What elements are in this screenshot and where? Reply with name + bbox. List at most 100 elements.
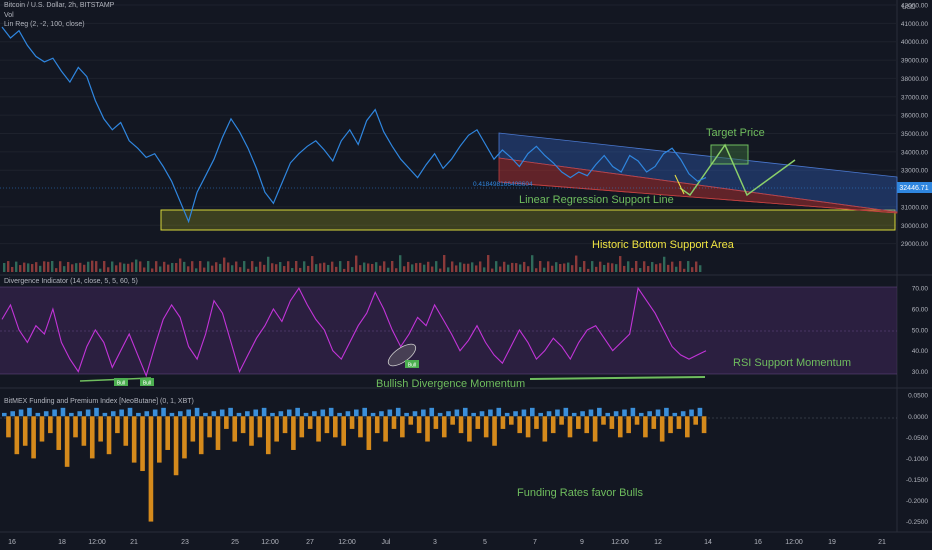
funding-negative-bar [517, 416, 522, 434]
volume-bar [551, 265, 554, 272]
time-tick-label: 12 [654, 539, 662, 546]
funding-negative-bar [131, 416, 137, 463]
funding-positive-bar [546, 411, 552, 417]
funding-positive-bar [278, 411, 284, 417]
price-line[interactable] [1, 26, 707, 224]
linreg-legend[interactable]: Lin Reg (2, -2, 100, close) [4, 21, 85, 28]
funding-negative-bar [123, 416, 129, 446]
funding-positive-bar [270, 412, 275, 417]
volume-bar [127, 263, 130, 272]
volume-bar [431, 266, 434, 272]
price-tick-label: 34000.00 [901, 149, 928, 156]
funding-positive-bar [571, 412, 577, 417]
funding-negative-bar [207, 416, 212, 438]
funding-positive-bar [320, 409, 326, 417]
funding-negative-bar [240, 416, 246, 434]
volume-bar [75, 263, 78, 272]
volume-bar [211, 265, 214, 272]
funding-positive-bar [354, 409, 359, 417]
rsi-line[interactable] [1, 286, 707, 378]
volume-bar [659, 263, 662, 272]
funding-negative-bar [592, 416, 598, 442]
funding-negative-bar [324, 416, 330, 434]
time-axis[interactable]: 16 18 12:00 21 23 25 12:00 27 12:00 Jul 3 5 7 9 12:00 1… [8, 539, 886, 546]
volume-bar [523, 261, 526, 272]
time-tick-label: 5 [483, 539, 487, 546]
volume-bar [183, 261, 186, 272]
volume-bar [339, 261, 342, 272]
time-tick-label: 12:00 [338, 539, 356, 546]
funding-positive-bar [462, 407, 468, 417]
volume-bar [443, 255, 446, 272]
regression-lower-line[interactable] [498, 181, 898, 214]
volume-bar [499, 266, 502, 272]
volume-bar [531, 255, 534, 272]
volume-bar [11, 266, 14, 272]
funding-negative-bar [542, 416, 548, 442]
volume-bar [527, 266, 530, 272]
price-tick-label: 38000.00 [901, 76, 928, 83]
funding-negative-bar [391, 416, 397, 429]
volume-bar [371, 263, 374, 272]
funding-positive-bar [588, 409, 594, 417]
funding-positive-bar [638, 412, 644, 417]
projection-yellow-line[interactable] [674, 174, 685, 195]
volume-bar [603, 264, 606, 272]
volume-bar [291, 268, 294, 272]
funding-negative-bar [441, 416, 447, 438]
projection-path[interactable] [679, 143, 796, 197]
funding-negative-bar [483, 416, 489, 438]
funding-positive-bar [613, 411, 619, 417]
funding-negative-bar [190, 416, 196, 442]
funding-legend[interactable]: BitMEX Funding and Premium Index [NeoBut… [4, 398, 194, 405]
time-tick-label: 21 [130, 539, 138, 546]
funding-axis[interactable]: 0.0500 0.0000 -0.0500 -0.1000 -0.1500 -0.2000… [906, 393, 928, 526]
rsi-axis[interactable]: 70.00 60.00 50.00 40.00 30.00 [912, 286, 929, 376]
volume-bar [159, 266, 162, 272]
volume-bar [383, 261, 386, 272]
funding-positive-bar [504, 412, 510, 417]
price-axis[interactable]: 42000.00 41000.00 40000.00 39000.00 38000.00… [901, 3, 928, 249]
volume-bar [375, 262, 378, 272]
volume-bar [175, 263, 178, 272]
volume-bar [283, 266, 286, 272]
volume-bar [687, 261, 690, 272]
volume-bar [359, 265, 362, 272]
volume-bar [459, 262, 462, 272]
volume-bar [355, 255, 358, 272]
rsi-legend[interactable]: Divergence Indicator (14, close, 5, 5, 6… [4, 278, 138, 285]
volume-bar [691, 267, 694, 272]
currency-label: USD [902, 4, 916, 11]
funding-negative-bar [617, 416, 623, 438]
funding-negative-bar [416, 416, 422, 434]
historic-bottom-support-box[interactable] [160, 209, 896, 231]
volume-legend[interactable]: Vol [4, 12, 14, 19]
volume-bar [231, 265, 234, 272]
funding-negative-bar [282, 416, 288, 434]
funding-negative-bar [182, 416, 187, 459]
volume-bar [519, 264, 522, 272]
volume-bar [91, 260, 94, 272]
funding-positive-bar [513, 411, 518, 417]
funding-negative-bar [374, 416, 380, 434]
volume-bar [535, 268, 538, 272]
volume-bar [595, 266, 598, 272]
volume-bar [695, 261, 698, 272]
funding-negative-bar [265, 416, 271, 455]
symbol-title[interactable]: Bitcoin / U.S. Dollar, 2h, BITSTAMP [4, 2, 115, 9]
funding-positive-bar [35, 412, 41, 417]
volume-bar [23, 262, 26, 272]
rsi-support-line[interactable] [529, 376, 706, 380]
time-tick-label: 12:00 [88, 539, 106, 546]
funding-negative-bar [475, 416, 481, 429]
volume-bar [543, 267, 546, 272]
volume-bar [671, 261, 674, 272]
funding-positive-bar [521, 409, 527, 417]
bull-tag: Bull [405, 360, 419, 369]
rsi-tick-label: 70.00 [912, 286, 929, 293]
volume-bar [99, 268, 102, 272]
volume-bar [623, 265, 626, 272]
volume-bar [71, 264, 74, 272]
volume-bar [255, 266, 258, 272]
